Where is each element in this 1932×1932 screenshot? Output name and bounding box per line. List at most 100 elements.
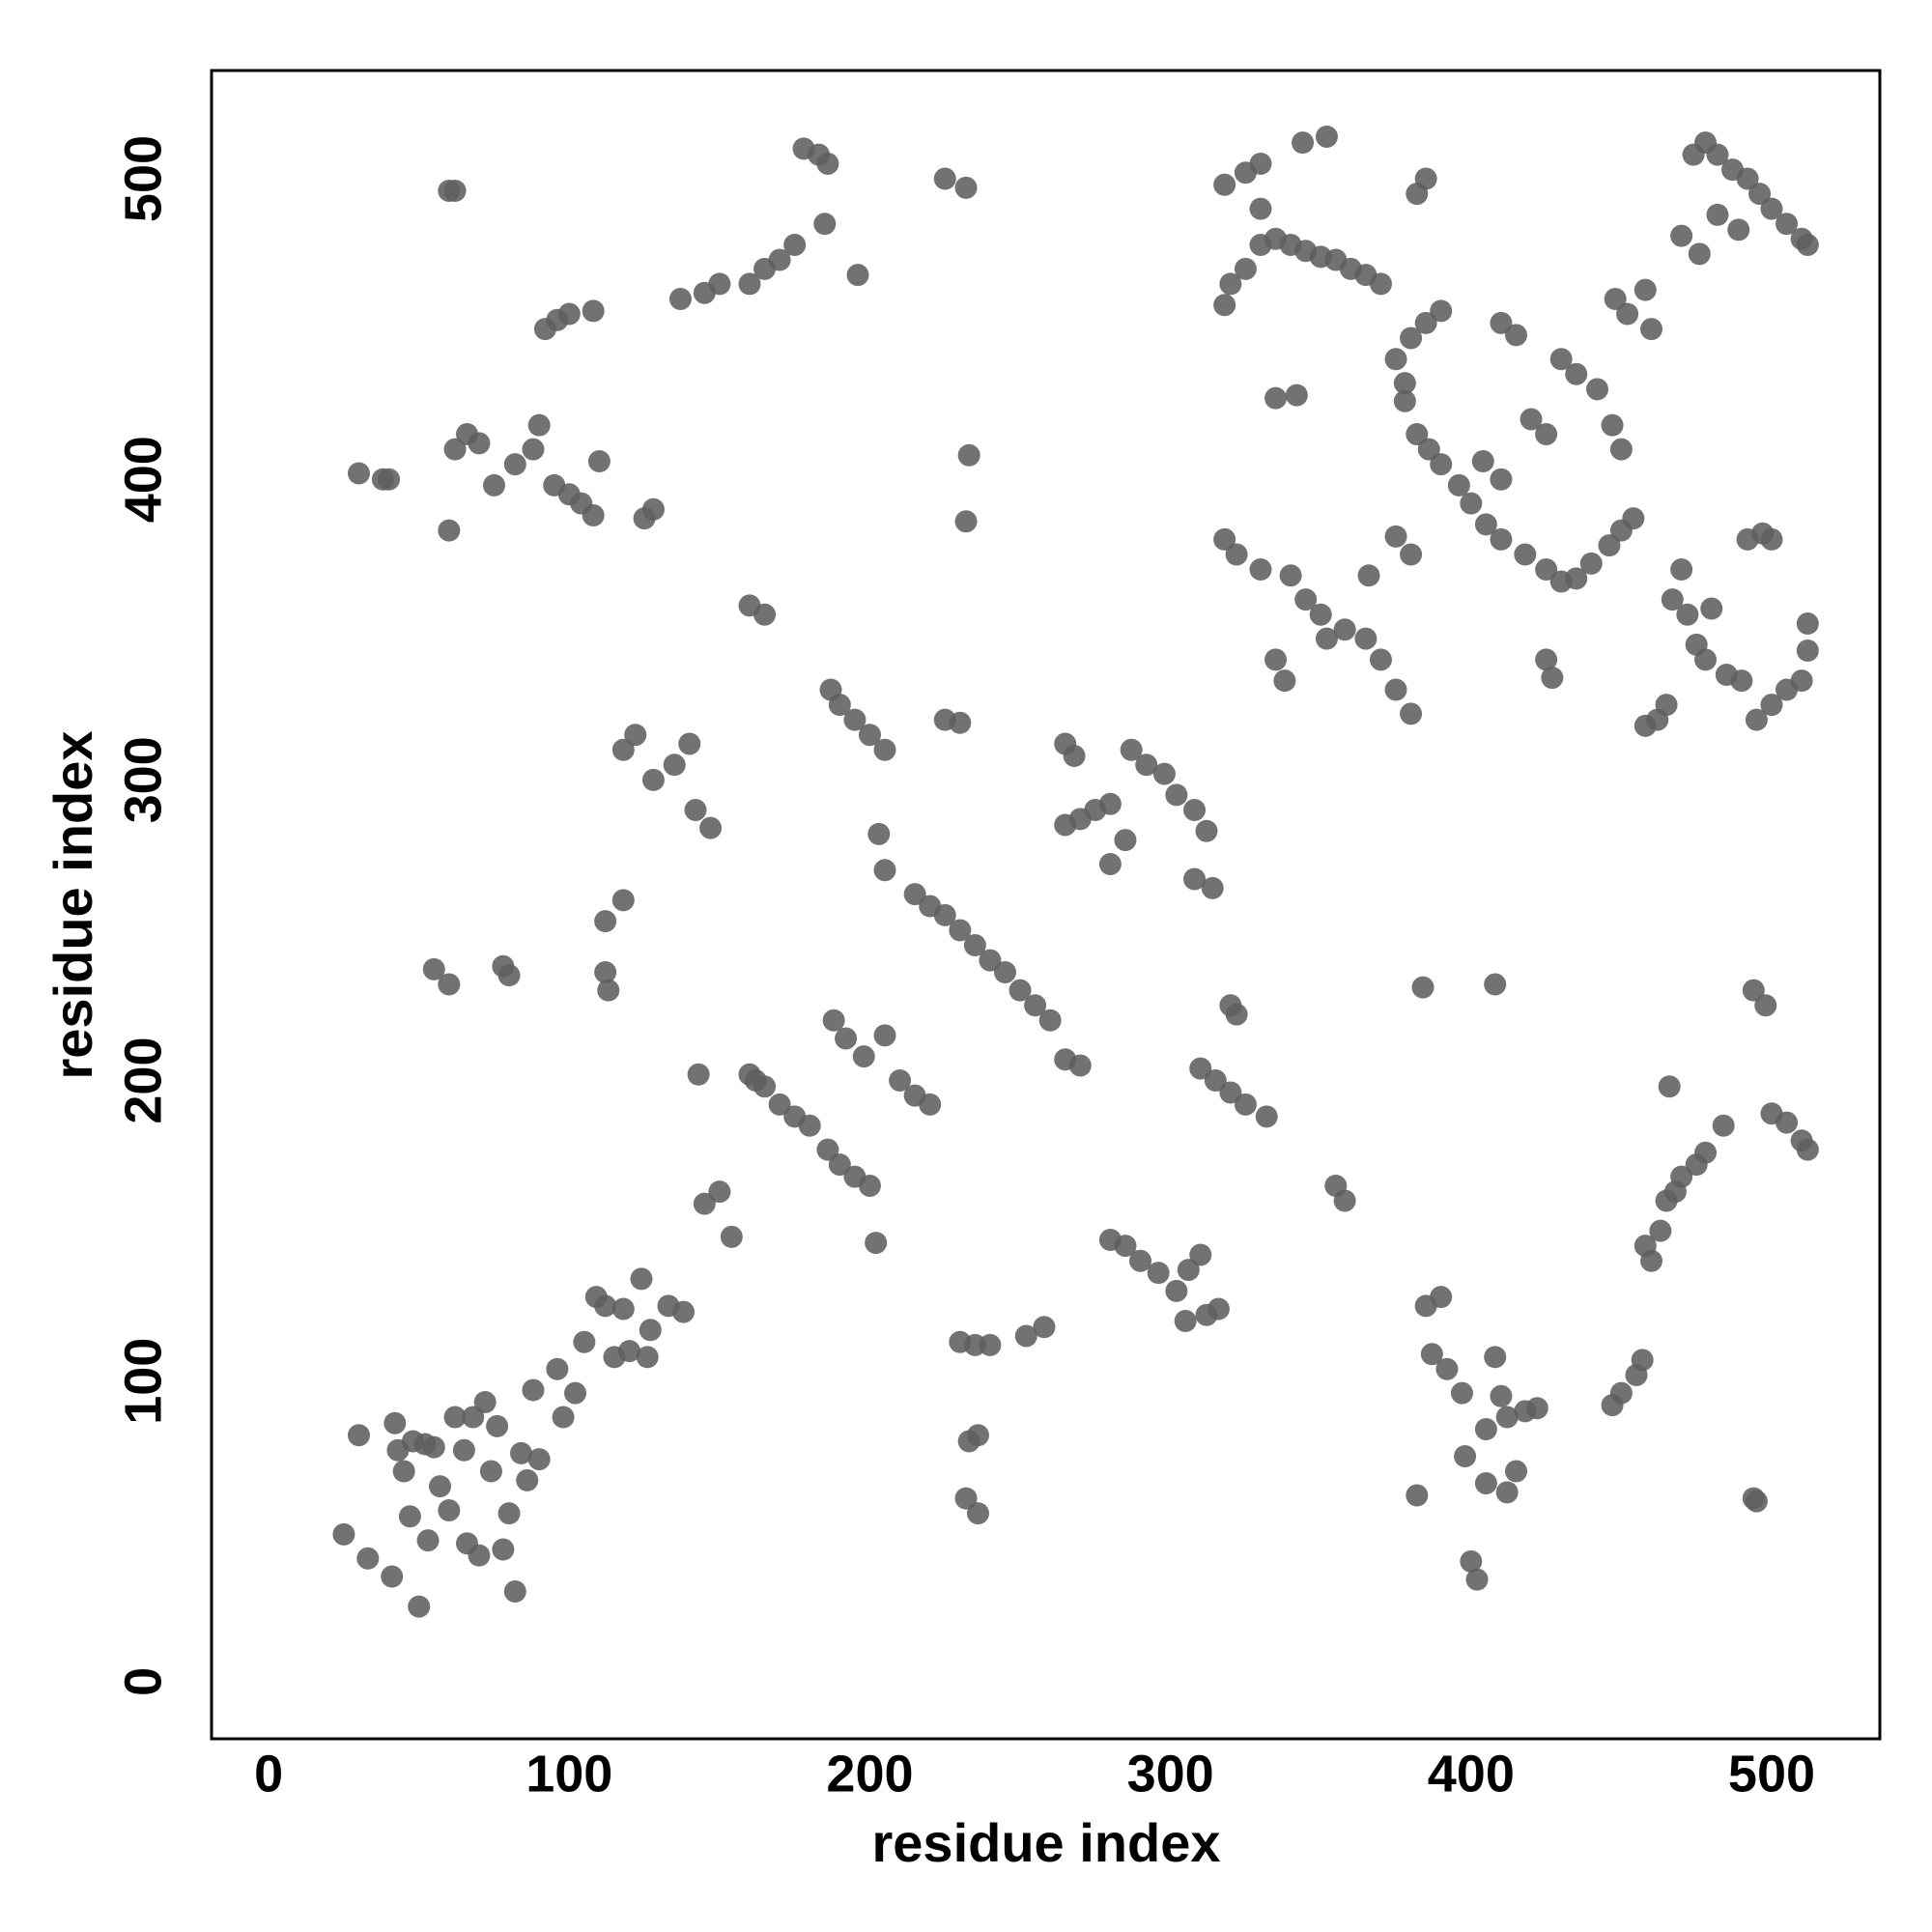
point [582,504,605,527]
point [1727,218,1750,242]
point [347,462,370,485]
point [1565,362,1588,385]
point [381,1565,404,1588]
point [527,413,551,437]
point [1354,627,1378,650]
point [1189,1243,1212,1266]
point [1658,1075,1681,1098]
point [957,1430,980,1453]
point [1670,1165,1693,1188]
y-tick-label: 500 [114,135,172,222]
point [594,910,617,933]
point [479,1460,502,1483]
point [641,497,665,521]
point [468,1544,491,1567]
point [979,949,1002,972]
point [1333,618,1356,641]
point [1694,1141,1718,1164]
point [552,1406,575,1429]
y-tick-label: 300 [114,736,172,823]
point [1748,183,1772,206]
point [768,248,791,271]
point [1009,979,1032,1002]
point [1264,648,1288,671]
point [611,1297,635,1321]
point [1730,669,1753,693]
point [1152,762,1176,785]
point [1279,564,1302,587]
point [1219,1081,1242,1104]
point [573,1330,596,1353]
point [816,152,839,175]
point [1234,1093,1257,1116]
point [1285,384,1308,407]
point [1565,567,1588,590]
point [1213,294,1236,317]
point [1484,973,1507,996]
point [1796,233,1819,256]
point [668,287,692,310]
point [1490,311,1513,334]
point [636,1346,659,1369]
point [332,1522,355,1546]
point [816,1138,839,1161]
point [663,753,686,777]
point [630,1267,653,1291]
point [438,973,461,996]
point [1598,534,1621,557]
point [919,1093,942,1116]
point [468,432,491,455]
point [503,1580,526,1604]
point [1490,1384,1513,1407]
point [416,1529,440,1552]
point [1417,438,1440,461]
point [1490,468,1513,491]
point [492,1538,515,1561]
point [594,961,617,984]
x-tick-label: 300 [1127,1745,1214,1803]
point [1195,819,1218,842]
point [611,889,635,912]
point [783,233,807,256]
point [1430,1286,1453,1309]
point [1420,1343,1443,1366]
point [903,883,926,906]
point [672,1300,696,1323]
point [1535,423,1558,446]
point [1063,744,1086,767]
point [852,1045,875,1068]
point [398,1505,421,1528]
point [1514,543,1537,566]
point [443,179,467,202]
point [1790,669,1813,693]
x-tick-label: 200 [826,1745,913,1803]
point [1490,527,1513,551]
point [753,1075,777,1098]
point [979,1333,1002,1356]
point [768,1093,791,1116]
y-tick-label: 200 [114,1037,172,1123]
point [1712,1114,1735,1137]
point [1688,242,1711,266]
point [1435,1357,1459,1380]
point [1114,1235,1137,1258]
point [1745,1490,1768,1513]
point [1495,1481,1519,1504]
point [1406,423,1429,446]
point [1384,348,1407,371]
point [1474,1417,1497,1440]
point [624,724,647,747]
point [1474,1472,1497,1495]
point [846,264,869,287]
plot-frame [210,69,1882,1741]
point [867,822,891,845]
point [1535,558,1558,582]
point [1484,1346,1507,1369]
point [378,468,401,491]
point [1430,299,1453,323]
point [1465,1568,1489,1591]
point [1213,527,1236,551]
point [1661,588,1684,611]
point [527,1448,551,1471]
point [873,738,896,761]
